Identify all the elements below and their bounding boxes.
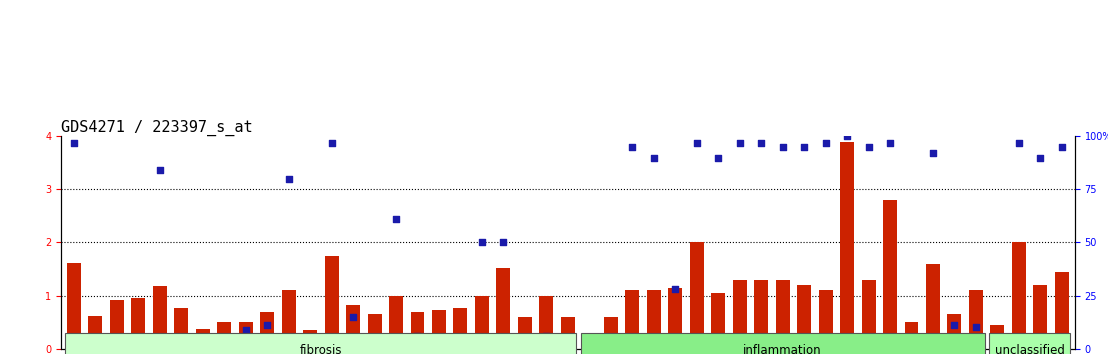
Bar [604,317,618,349]
Bar [260,312,274,349]
Bar [840,142,854,349]
Bar [238,322,253,349]
Point [279,176,297,182]
Point [558,341,576,346]
Point [773,144,791,150]
Point [430,335,448,341]
Bar [1034,285,1047,349]
Bar [1055,272,1069,349]
Bar [904,322,919,349]
Point [537,333,555,339]
Text: unclassified: unclassified [995,344,1065,354]
Point [86,335,104,341]
Point [194,339,212,345]
Point [345,314,362,320]
Point [1010,140,1028,145]
FancyBboxPatch shape [581,333,985,354]
Point [1053,144,1070,150]
Point [731,140,749,145]
Bar [862,280,875,349]
Point [409,333,427,339]
Bar [131,298,145,349]
Bar [517,317,532,349]
Bar [389,296,403,349]
Point [602,335,619,341]
Bar [776,280,790,349]
Point [903,344,921,349]
Bar [304,330,317,349]
Point [387,216,404,222]
Point [322,140,340,145]
Bar [561,317,575,349]
Bar [690,242,704,349]
Bar [1012,242,1026,349]
Bar [947,314,962,349]
Point [666,286,684,292]
FancyBboxPatch shape [65,333,576,354]
Point [860,144,878,150]
Bar [496,268,511,349]
Bar [432,310,445,349]
Bar [970,290,983,349]
Point [752,140,770,145]
Text: inflammation: inflammation [743,344,822,354]
Bar [540,296,553,349]
FancyBboxPatch shape [988,333,1070,354]
Point [215,341,233,346]
Bar [368,314,381,349]
Bar [583,336,596,349]
Point [494,240,512,245]
Point [107,336,125,342]
Point [581,335,598,341]
Text: fibrosis: fibrosis [299,344,342,354]
Point [65,140,83,145]
Point [151,167,168,173]
Point [796,144,813,150]
Bar [797,285,811,349]
Bar [281,290,296,349]
Point [624,144,642,150]
Bar [153,286,166,349]
Point [516,336,534,342]
Point [366,335,383,341]
Point [473,240,491,245]
Point [258,322,276,328]
Bar [711,293,725,349]
Point [881,140,899,145]
Bar [89,316,102,349]
Bar [453,308,468,349]
Point [709,155,727,160]
Point [688,140,706,145]
Bar [647,290,660,349]
Point [924,150,942,156]
Bar [926,264,940,349]
Bar [883,200,897,349]
Point [645,155,663,160]
Point [1032,155,1049,160]
Bar [755,280,768,349]
Bar [346,305,360,349]
Bar [217,322,232,349]
Bar [475,296,489,349]
Bar [66,263,81,349]
Bar [325,256,339,349]
Point [945,322,963,328]
Bar [196,329,209,349]
Point [988,339,1006,345]
Bar [991,325,1005,349]
Bar [668,287,683,349]
Bar [411,312,424,349]
Point [817,140,834,145]
Text: GDS4271 / 223397_s_at: GDS4271 / 223397_s_at [61,120,253,136]
Point [237,327,255,332]
Point [967,325,985,330]
Point [839,133,856,139]
Bar [110,300,124,349]
Bar [819,290,832,349]
Bar [174,308,188,349]
Bar [732,280,747,349]
Point [452,334,470,340]
Bar [625,290,639,349]
